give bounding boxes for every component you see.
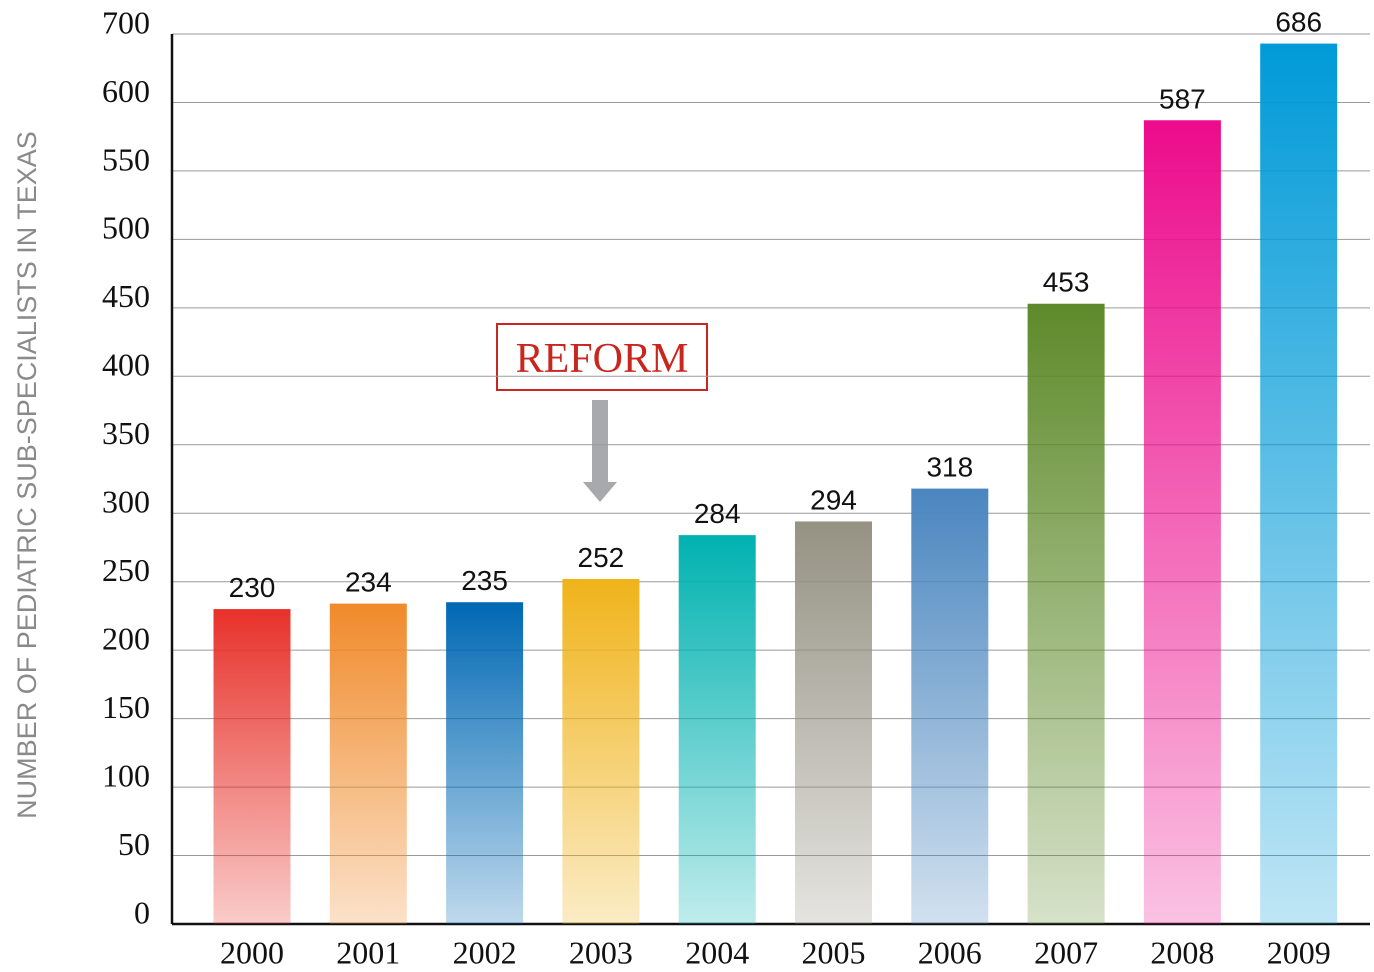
y-tick-label: 500 (102, 210, 150, 246)
arrow-head (583, 482, 617, 502)
annotation-box (496, 323, 708, 391)
value-label: 230 (229, 572, 276, 603)
y-axis-label: NUMBER OF PEDIATRIC SUB-SPECIALISTS IN T… (12, 131, 42, 819)
y-tick-label: 50 (118, 826, 150, 862)
annotation-text: REFORM (516, 336, 689, 382)
x-tick-label: 2007 (1034, 934, 1098, 970)
value-label: 587 (1159, 83, 1206, 114)
bar (1260, 43, 1338, 925)
bar (213, 609, 291, 924)
y-tick-label: 0 (134, 894, 150, 930)
bar (795, 521, 872, 924)
x-tick-label: 2005 (802, 934, 866, 970)
bar (911, 488, 989, 924)
y-tick-label: 600 (102, 73, 150, 109)
x-tick-label: 2000 (220, 934, 284, 970)
x-tick-label: 2003 (569, 934, 633, 970)
x-tick-label: 2004 (685, 934, 749, 970)
bar (329, 603, 407, 924)
y-tick-label: 100 (102, 757, 150, 793)
y-tick-label: 300 (102, 484, 150, 520)
bar (562, 578, 640, 924)
y-tick-label: 250 (102, 552, 150, 588)
bar (446, 602, 524, 924)
value-label: 686 (1275, 7, 1322, 38)
y-tick-label: 450 (102, 278, 150, 314)
y-tick-label: 400 (102, 347, 150, 383)
value-label: 453 (1043, 267, 1090, 298)
bar (1027, 303, 1105, 924)
x-tick-label: 2006 (918, 934, 982, 970)
x-tick-label: 2001 (336, 934, 400, 970)
y-tick-label: 150 (102, 689, 150, 725)
x-tick-label: 2002 (453, 934, 517, 970)
y-tick-label: 200 (102, 620, 150, 656)
value-label: 235 (461, 565, 508, 596)
y-tick-label: 550 (102, 141, 150, 177)
bar (1143, 120, 1221, 924)
value-label: 294 (810, 484, 857, 515)
annotation: REFORM (496, 323, 708, 502)
y-tick-label: 350 (102, 415, 150, 451)
value-label: 252 (578, 542, 625, 573)
bar (678, 535, 756, 924)
y-tick-label: 700 (102, 4, 150, 40)
arrow-shaft (592, 400, 608, 482)
value-label: 284 (694, 498, 741, 529)
value-label: 234 (345, 567, 392, 598)
x-tick-label: 2008 (1150, 934, 1214, 970)
x-tick-label: 2009 (1267, 934, 1331, 970)
value-label: 318 (926, 452, 973, 483)
